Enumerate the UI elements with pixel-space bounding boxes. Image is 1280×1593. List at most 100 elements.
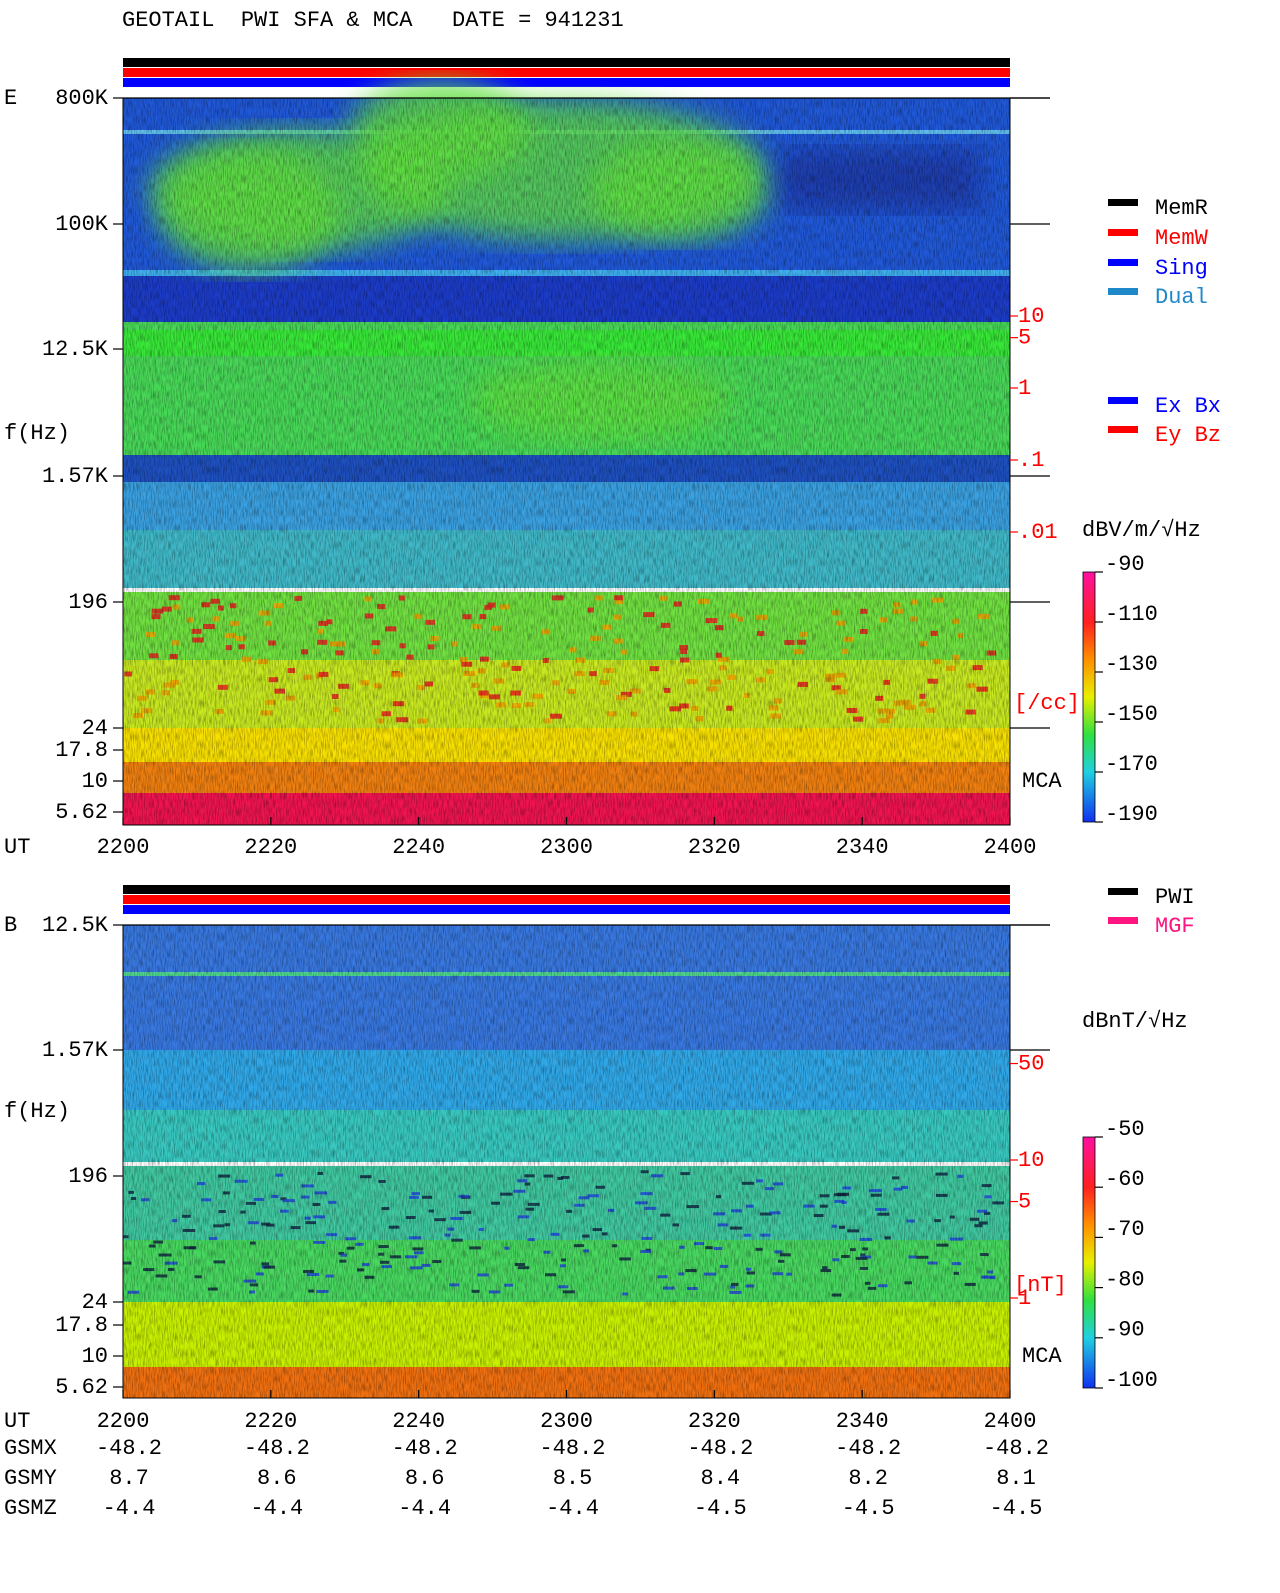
ephemeris-value: 8.1 bbox=[996, 1466, 1036, 1491]
freq-tick-label: 17.8 bbox=[55, 1313, 108, 1338]
ephemeris-value: -48.2 bbox=[687, 1436, 753, 1461]
ephemeris-value: 8.6 bbox=[405, 1466, 445, 1491]
component-label: E bbox=[4, 86, 17, 111]
time-tick-label: 2220 bbox=[244, 835, 297, 860]
legend-label: MGF bbox=[1155, 914, 1195, 939]
legend-label: Dual bbox=[1155, 285, 1208, 310]
colorbar-unit: dBnT/√Hz bbox=[1082, 1009, 1188, 1034]
time-tick-label: 2400 bbox=[984, 835, 1037, 860]
ephemeris-value: 8.2 bbox=[848, 1466, 888, 1491]
colorbar-tick-label: -70 bbox=[1105, 1217, 1145, 1242]
right-axis-unit: [/cc] bbox=[1014, 691, 1080, 716]
colorbar-tick-label: -50 bbox=[1105, 1117, 1145, 1142]
ephemeris-value: 8.5 bbox=[553, 1466, 593, 1491]
ephemeris-value: 8.6 bbox=[257, 1466, 297, 1491]
ephemeris-value: -48.2 bbox=[96, 1436, 162, 1461]
colorbar-tick-label: -60 bbox=[1105, 1167, 1145, 1192]
ephemeris-value: -4.5 bbox=[842, 1496, 895, 1521]
freq-tick-label: 24 bbox=[82, 1290, 108, 1315]
time-tick-label: 2200 bbox=[97, 835, 150, 860]
freq-tick-label: 196 bbox=[68, 1164, 108, 1189]
freq-tick-label: 800K bbox=[55, 86, 109, 111]
legend-swatch bbox=[1108, 288, 1138, 295]
colorbar-tick-label: -130 bbox=[1105, 652, 1158, 677]
freq-tick-label: 5.62 bbox=[55, 1375, 108, 1400]
legend-swatch bbox=[1108, 229, 1138, 236]
status-bar bbox=[123, 78, 1010, 87]
status-bar bbox=[123, 68, 1010, 77]
freq-tick-label: 1.57K bbox=[42, 464, 109, 489]
freq-tick-label: 100K bbox=[55, 212, 109, 237]
legend-label: MemW bbox=[1155, 226, 1209, 251]
ephemeris-value: -4.4 bbox=[398, 1496, 451, 1521]
title: GEOTAIL PWI SFA & MCA DATE = 941231 bbox=[122, 8, 624, 33]
legend-swatch bbox=[1108, 917, 1138, 924]
ephemeris-value: -48.2 bbox=[983, 1436, 1049, 1461]
right-tick-label: 50 bbox=[1018, 1051, 1044, 1076]
time-tick-label: 2300 bbox=[540, 835, 593, 860]
ephemeris-value: -48.2 bbox=[539, 1436, 605, 1461]
ephemeris-value: -4.5 bbox=[990, 1496, 1043, 1521]
right-tick-label: 1 bbox=[1018, 376, 1031, 401]
colorbar bbox=[1082, 1136, 1096, 1389]
legend-label: Ey Bz bbox=[1155, 423, 1221, 448]
mca-label: MCA bbox=[1022, 769, 1062, 794]
colorbar-tick-label: -80 bbox=[1105, 1267, 1145, 1292]
status-bar bbox=[123, 905, 1010, 914]
right-tick-label: .1 bbox=[1018, 448, 1044, 473]
ephemeris-value: -48.2 bbox=[244, 1436, 310, 1461]
colorbar bbox=[1082, 571, 1096, 823]
ephemeris-value: -4.5 bbox=[694, 1496, 747, 1521]
legend-swatch bbox=[1108, 426, 1138, 433]
mca-label: MCA bbox=[1022, 1344, 1062, 1369]
time-tick-label: 2300 bbox=[540, 1409, 593, 1434]
ephemeris-value: 8.4 bbox=[701, 1466, 741, 1491]
colorbar-tick-label: -100 bbox=[1105, 1368, 1158, 1393]
right-tick-label: 5 bbox=[1018, 325, 1031, 350]
colorbar-unit: dBV/m/√Hz bbox=[1082, 518, 1201, 543]
time-tick-label: 2320 bbox=[688, 1409, 741, 1434]
right-tick-label: 5 bbox=[1018, 1189, 1031, 1214]
freq-tick-label: 17.8 bbox=[55, 738, 108, 763]
legend-swatch bbox=[1108, 397, 1138, 404]
ephemeris-value: -48.2 bbox=[835, 1436, 901, 1461]
legend-label: Sing bbox=[1155, 256, 1208, 281]
freq-tick-label: 10 bbox=[82, 1344, 108, 1369]
colorbar-tick-label: -90 bbox=[1105, 552, 1145, 577]
colorbar-tick-label: -150 bbox=[1105, 702, 1158, 727]
legend-swatch bbox=[1108, 888, 1138, 895]
ephemeris-value: 8.7 bbox=[109, 1466, 149, 1491]
time-tick-label: 2340 bbox=[836, 1409, 889, 1434]
time-tick-label: 2340 bbox=[836, 835, 889, 860]
ephemeris-value: -4.4 bbox=[250, 1496, 303, 1521]
status-bar bbox=[123, 885, 1010, 894]
right-tick-label: 10 bbox=[1018, 1148, 1044, 1173]
time-tick-label: 2240 bbox=[392, 835, 445, 860]
colorbar-tick-label: -90 bbox=[1105, 1318, 1145, 1343]
colorbar-tick-label: -190 bbox=[1105, 802, 1158, 827]
legend-swatch bbox=[1108, 199, 1138, 206]
freq-tick-label: 24 bbox=[82, 716, 108, 741]
right-axis-unit: [nT] bbox=[1014, 1273, 1067, 1298]
ephemeris-label: GSMX bbox=[4, 1436, 57, 1461]
ephemeris-label: GSMZ bbox=[4, 1496, 57, 1521]
ephemeris-label: GSMY bbox=[4, 1466, 57, 1491]
legend-label: MemR bbox=[1155, 196, 1208, 221]
ephemeris-value: -4.4 bbox=[103, 1496, 156, 1521]
time-tick-label: 2320 bbox=[688, 835, 741, 860]
component-label: B bbox=[4, 913, 17, 938]
ephemeris-value: -4.4 bbox=[546, 1496, 599, 1521]
freq-tick-label: 196 bbox=[68, 590, 108, 615]
legend-label: PWI bbox=[1155, 885, 1195, 910]
time-axis-label: UT bbox=[4, 835, 30, 860]
status-bar bbox=[123, 895, 1010, 904]
freq-axis-label: f(Hz) bbox=[4, 1099, 70, 1124]
time-tick-label: 2220 bbox=[244, 1409, 297, 1434]
colorbar-tick-label: -170 bbox=[1105, 752, 1158, 777]
time-tick-label: 2240 bbox=[392, 1409, 445, 1434]
right-tick-label: 10 bbox=[1018, 304, 1044, 329]
time-axis-label: UT bbox=[4, 1409, 30, 1434]
freq-tick-label: 12.5K bbox=[42, 913, 109, 938]
